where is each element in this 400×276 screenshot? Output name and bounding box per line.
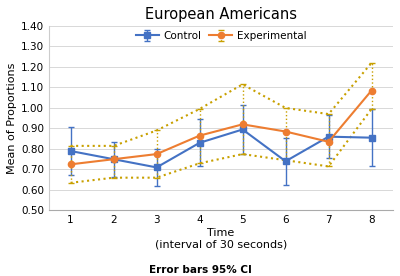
Y-axis label: Mean of Proportions: Mean of Proportions [7,62,17,174]
Title: European Americans: European Americans [145,7,297,22]
Legend: Control, Experimental: Control, Experimental [136,31,306,41]
X-axis label: Time
(interval of 30 seconds): Time (interval of 30 seconds) [155,228,287,250]
Text: Error bars 95% CI: Error bars 95% CI [148,265,252,275]
